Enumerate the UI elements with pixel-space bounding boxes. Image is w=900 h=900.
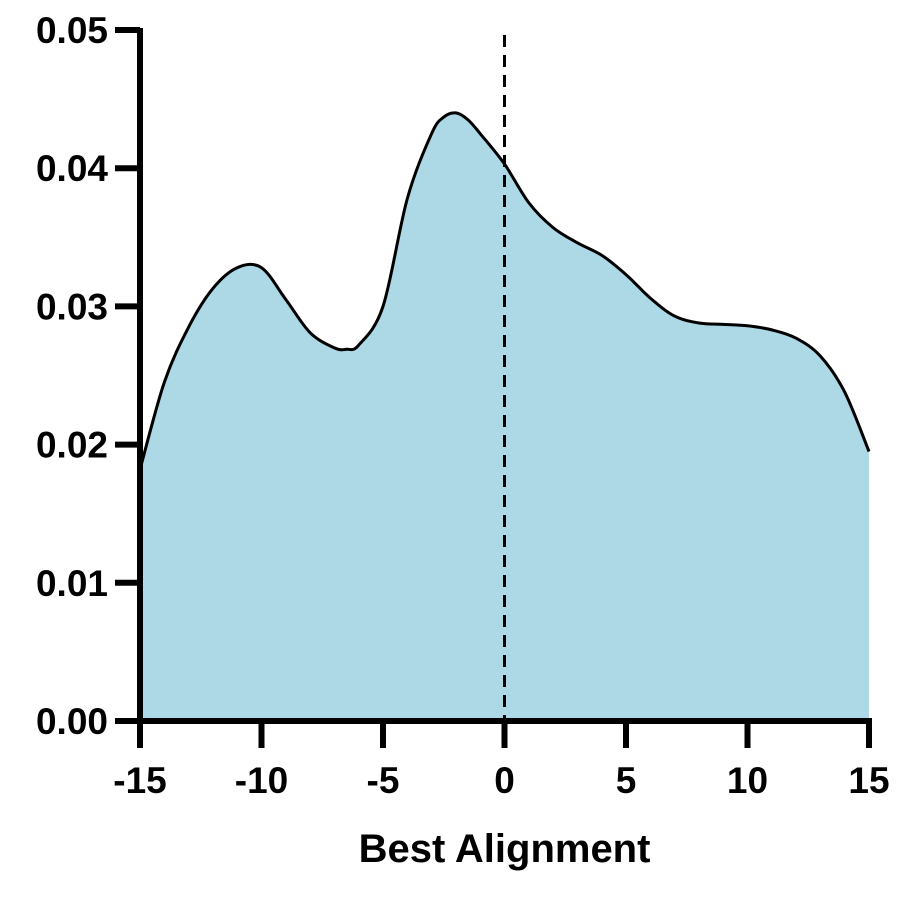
y-tick-label: 0.02 [36,425,108,466]
plot-area [138,35,871,722]
y-tick-label: 0.01 [36,563,108,604]
y-tick-label: 0.04 [36,148,108,189]
axes [115,27,872,748]
y-tick-label: 0.03 [36,286,108,327]
x-axis-title: Best Alignment [359,827,651,871]
x-tick-label: -15 [113,760,166,801]
x-tick-label: 0 [494,760,515,801]
y-tick-label: 0.00 [36,701,108,742]
y-tick-label: 0.05 [36,10,108,51]
x-tick-label: 10 [727,760,768,801]
x-tick-label: -10 [235,760,288,801]
x-tick-label: 5 [616,760,637,801]
tick-labels: 0.00 0.01 0.02 0.03 0.04 0.05 -15 -10 -5 0 5 10 15 [36,10,890,801]
density-line [138,111,871,470]
x-tick-label: -5 [367,760,400,801]
x-tick-label: 15 [848,760,889,801]
